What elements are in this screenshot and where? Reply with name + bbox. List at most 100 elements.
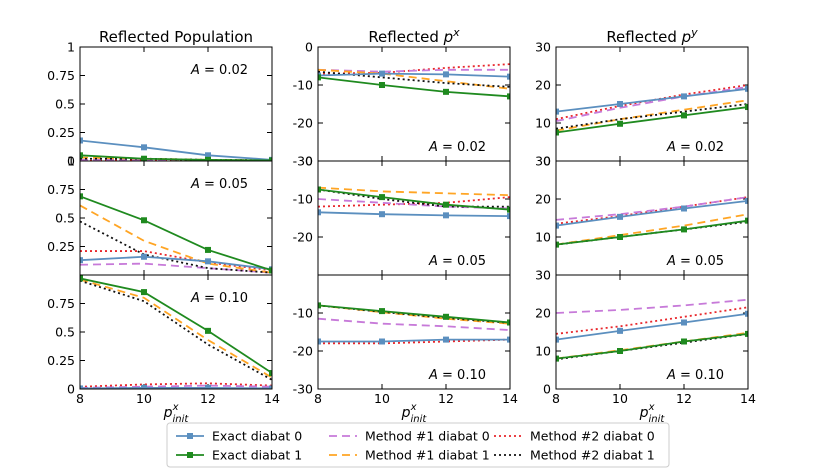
series-point bbox=[681, 112, 687, 119]
series-group bbox=[556, 84, 748, 136]
series-group bbox=[318, 302, 510, 345]
y-tick-label: 0.75 bbox=[47, 296, 75, 311]
series-point bbox=[443, 88, 449, 95]
y-tick-label: 0.5 bbox=[55, 325, 75, 340]
y-tick-label: 10 bbox=[535, 230, 551, 245]
series-line-exact-diabat-0 bbox=[80, 386, 272, 389]
series-point bbox=[681, 205, 687, 212]
series-point bbox=[556, 355, 559, 362]
panel-label: A = 0.05 bbox=[190, 177, 248, 192]
y-tick-label: 0 bbox=[543, 382, 551, 397]
series-point bbox=[80, 152, 83, 159]
series-group bbox=[80, 137, 272, 161]
series-point bbox=[318, 338, 321, 345]
panel-label: A = 0.02 bbox=[428, 140, 486, 155]
series-line-exact-diabat-1 bbox=[318, 76, 510, 98]
series-line-method-2-diabat-1 bbox=[80, 279, 272, 381]
series-line-method-1-diabat-1 bbox=[80, 204, 272, 274]
label-var: A bbox=[666, 368, 676, 383]
series-point bbox=[443, 212, 449, 219]
x-label-sup: x bbox=[172, 402, 179, 413]
y-tick-label: 0.25 bbox=[47, 239, 75, 254]
panel-1-2: -30 -20 -10 A = 0.10 bbox=[293, 274, 511, 397]
label-value: = 0.05 bbox=[200, 177, 248, 192]
series-point bbox=[681, 319, 687, 326]
series-line-method-1-diabat-1 bbox=[80, 278, 272, 379]
y-tick-label: 0 bbox=[67, 154, 75, 169]
y-tick-label: -10 bbox=[293, 192, 313, 207]
legend-item-method-1-diabat-1: Method #1 diabat 1 bbox=[329, 448, 490, 463]
series-point bbox=[318, 302, 321, 309]
panel-label: A = 0.05 bbox=[666, 254, 724, 269]
series-point bbox=[80, 137, 83, 144]
series-line-method-2-diabat-1 bbox=[556, 103, 748, 130]
series-point bbox=[745, 310, 748, 317]
x-label-base: p bbox=[163, 405, 173, 421]
series-line-exact-diabat-0 bbox=[80, 255, 272, 271]
legend-label: Method #1 diabat 0 bbox=[365, 429, 490, 444]
y-tick-label: 0.25 bbox=[47, 353, 75, 368]
series-point bbox=[556, 336, 559, 343]
label-value: = 0.05 bbox=[438, 254, 486, 269]
series-point bbox=[205, 152, 211, 159]
series-line-method-1-diabat-0 bbox=[80, 262, 272, 274]
chart-title: Reflected Population bbox=[99, 28, 253, 46]
x-label-base: p bbox=[639, 405, 649, 421]
legend-item-method-2-diabat-1: Method #2 diabat 1 bbox=[494, 448, 655, 463]
series-line-exact-diabat-1 bbox=[556, 219, 748, 246]
series-point bbox=[443, 336, 449, 343]
series-point bbox=[617, 327, 623, 334]
series-point bbox=[617, 348, 623, 354]
series-point bbox=[681, 93, 687, 100]
x-axis-label: px init bbox=[401, 402, 428, 425]
panel-0-1: 0.25 0.5 0.75 1 A = 0.05 bbox=[47, 154, 273, 276]
y-tick-label: 0 bbox=[543, 154, 551, 169]
y-tick-label: 0.75 bbox=[47, 182, 75, 197]
series-group bbox=[556, 196, 748, 248]
title-var: p bbox=[681, 28, 692, 46]
series-point bbox=[556, 222, 559, 229]
series-point bbox=[507, 213, 510, 220]
x-label-sub: init bbox=[648, 414, 665, 425]
x-tick-label: 10 bbox=[136, 391, 152, 406]
series-point bbox=[745, 85, 748, 92]
series-point bbox=[379, 338, 385, 345]
series-line-method-2-diabat-0 bbox=[318, 196, 510, 208]
legend-label: Method #2 diabat 0 bbox=[530, 429, 655, 444]
series-point bbox=[556, 108, 559, 115]
x-tick-label: 8 bbox=[314, 391, 322, 406]
series-point bbox=[617, 120, 623, 127]
series-point bbox=[617, 213, 623, 220]
series-line-exact-diabat-1 bbox=[80, 277, 272, 374]
panel-2-0: 0 10 20 30 A = 0.02 bbox=[535, 40, 749, 169]
title-sup: x bbox=[452, 26, 460, 39]
panel-frame bbox=[79, 274, 273, 390]
series-point bbox=[681, 226, 687, 233]
series-point bbox=[379, 70, 385, 77]
series-point bbox=[379, 308, 385, 315]
x-tick-label: 12 bbox=[676, 391, 692, 406]
series-line-method-1-diabat-0 bbox=[318, 317, 510, 331]
label-value: = 0.10 bbox=[438, 368, 486, 383]
series-line-exact-diabat-1 bbox=[556, 106, 748, 134]
legend-item-exact-diabat-1: Exact diabat 1 bbox=[176, 448, 302, 463]
series-line-exact-diabat-0 bbox=[318, 338, 510, 343]
series-point bbox=[80, 275, 83, 282]
series-point bbox=[681, 338, 687, 345]
panel-1-0: -30 -20 -10 0 A = 0.02 bbox=[293, 40, 511, 169]
series-line-exact-diabat-1 bbox=[318, 188, 510, 211]
series-line-method-2-diabat-0 bbox=[318, 338, 510, 345]
series-point bbox=[507, 319, 510, 326]
series-line-exact-diabat-1 bbox=[318, 304, 510, 324]
series-line-method-1-diabat-0 bbox=[556, 86, 748, 122]
series-point bbox=[443, 71, 449, 78]
series-point bbox=[379, 82, 385, 88]
legend: Exact diabat 0 Exact diabat 1 Method #1 di… bbox=[166, 422, 670, 468]
x-tick-label: 8 bbox=[552, 391, 560, 406]
y-tick-label: 1 bbox=[67, 40, 75, 55]
label-var: A bbox=[666, 254, 676, 269]
panel-frame bbox=[555, 274, 749, 390]
series-point bbox=[141, 217, 147, 224]
series-point bbox=[745, 197, 748, 204]
